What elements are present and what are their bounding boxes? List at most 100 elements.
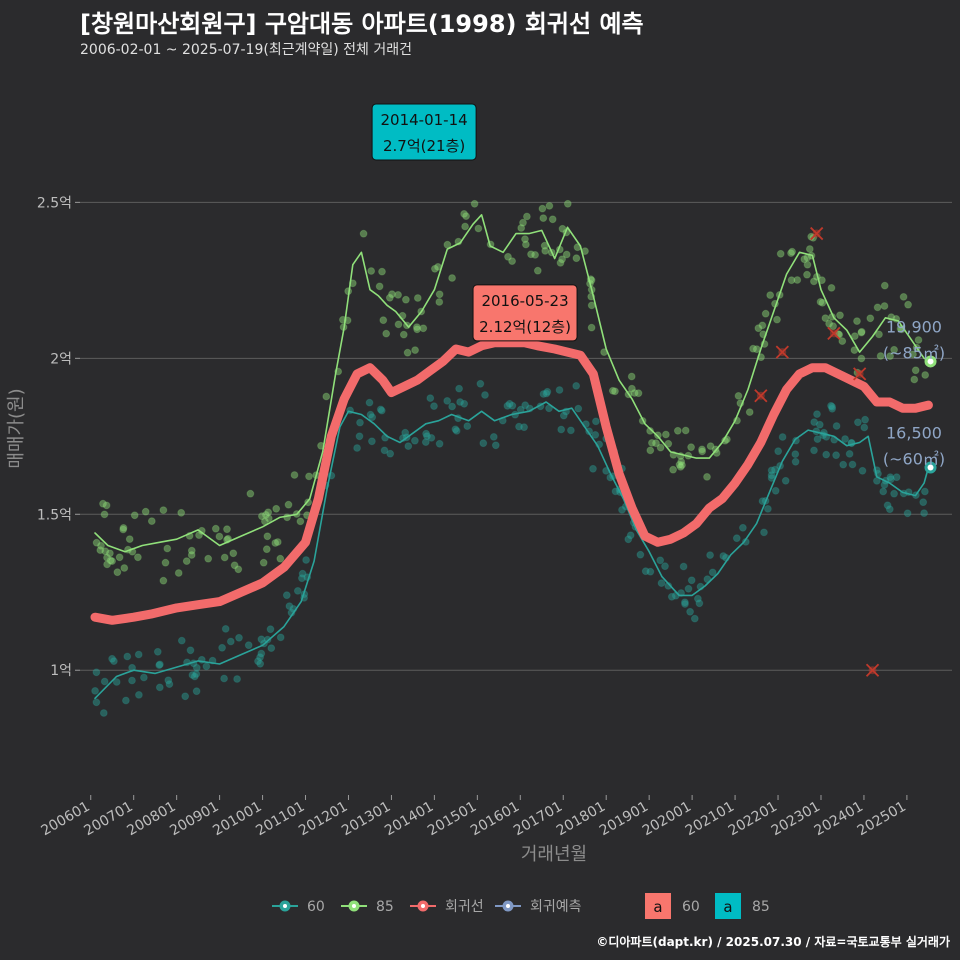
scatter-point-85 bbox=[793, 276, 802, 284]
scatter-point-85 bbox=[836, 311, 844, 320]
scatter-point-85 bbox=[787, 249, 795, 258]
scatter-point-60 bbox=[732, 534, 741, 543]
scatter-point-85 bbox=[698, 445, 706, 454]
scatter-point-85 bbox=[92, 538, 101, 547]
scatter-point-60 bbox=[123, 652, 132, 661]
scatter-point-60 bbox=[192, 663, 201, 672]
scatter-point-60 bbox=[858, 466, 867, 475]
scatter-point-85 bbox=[413, 323, 421, 332]
scatter-point-85 bbox=[818, 298, 827, 307]
scatter-point-60 bbox=[903, 509, 912, 518]
scatter-point-60 bbox=[589, 464, 597, 473]
scatter-point-60 bbox=[356, 418, 364, 427]
scatter-point-60 bbox=[404, 442, 413, 451]
scatter-point-60 bbox=[774, 447, 783, 456]
x-tick-label: 202001 bbox=[640, 799, 694, 840]
scatter-point-60 bbox=[380, 446, 389, 455]
scatter-point-60 bbox=[810, 446, 818, 455]
scatter-point-85 bbox=[174, 569, 183, 577]
scatter-point-85 bbox=[533, 266, 542, 275]
scatter-point-85 bbox=[587, 323, 596, 332]
scatter-point-85 bbox=[853, 317, 861, 326]
scatter-point-60 bbox=[256, 659, 265, 668]
scatter-point-85 bbox=[399, 330, 408, 339]
scatter-point-60 bbox=[181, 692, 190, 701]
scatter-point-60 bbox=[91, 687, 99, 695]
chart-title: [창원마산회원구] 구암대동 아파트(1998) 회귀선 예측 bbox=[80, 10, 644, 38]
callout-price: 2.12억(12층) bbox=[479, 318, 571, 336]
scatter-point-60 bbox=[233, 675, 242, 683]
scatter-point-60 bbox=[921, 487, 929, 496]
scatter-point-85 bbox=[119, 525, 128, 534]
grid-lines bbox=[80, 201, 952, 671]
scatter-point-85 bbox=[413, 325, 422, 334]
scatter-point-85 bbox=[706, 442, 715, 451]
series-lines bbox=[90, 214, 933, 700]
scatter-point-60 bbox=[815, 420, 824, 429]
scatter-point-85 bbox=[177, 508, 186, 517]
x-axis-title: 거래년월 bbox=[521, 844, 587, 865]
series-line-60 bbox=[94, 401, 930, 700]
scatter-point-85 bbox=[435, 298, 444, 306]
scatter-point-85 bbox=[461, 222, 470, 231]
scatter-point-60 bbox=[883, 501, 892, 510]
scatter-point-85 bbox=[147, 517, 156, 525]
scatter-point-85 bbox=[677, 457, 686, 466]
scatter-point-85 bbox=[262, 511, 270, 519]
scatter-point-60 bbox=[355, 432, 364, 441]
scatter-point-60 bbox=[694, 594, 702, 603]
scatter-point-85 bbox=[402, 295, 410, 304]
scatter-point-60 bbox=[235, 633, 243, 642]
scatter-point-85 bbox=[587, 301, 596, 310]
scatter-point-85 bbox=[262, 545, 271, 554]
scatter-point-85 bbox=[538, 204, 547, 213]
scatter-point-60 bbox=[520, 423, 528, 432]
scatter-point-60 bbox=[366, 410, 375, 419]
scatter-point-60 bbox=[192, 670, 201, 678]
legend-label: 회귀예측 bbox=[530, 899, 582, 915]
scatter-point-85 bbox=[234, 565, 243, 574]
scatter-point-60 bbox=[254, 657, 262, 666]
scatter-point-85 bbox=[527, 250, 535, 259]
scatter-point-60 bbox=[443, 397, 452, 405]
scatter-point-60 bbox=[848, 460, 857, 469]
scatter-point-60 bbox=[128, 676, 136, 685]
scatter-point-60 bbox=[186, 646, 195, 655]
scatter-point-60 bbox=[430, 402, 438, 411]
scatter-point-85 bbox=[758, 321, 767, 330]
scatter-point-60 bbox=[455, 384, 464, 393]
scatter-point-60 bbox=[679, 562, 688, 571]
scatter-point-60 bbox=[508, 401, 517, 410]
scatter-point-85 bbox=[681, 426, 690, 435]
scatter-point-85 bbox=[204, 554, 213, 563]
scatter-point-85 bbox=[676, 463, 685, 471]
scatter-point-60 bbox=[695, 599, 704, 608]
deal-scatter bbox=[91, 199, 930, 717]
scatter-point-85 bbox=[556, 259, 565, 267]
scatter-point-85 bbox=[134, 553, 142, 562]
series-line-회귀선 bbox=[90, 338, 933, 625]
scatter-point-85 bbox=[646, 446, 655, 455]
scatter-point-85 bbox=[163, 544, 172, 553]
scatter-point-85 bbox=[875, 330, 883, 339]
scatter-point-60 bbox=[667, 592, 676, 601]
scatter-point-85 bbox=[470, 199, 479, 208]
scatter-point-60 bbox=[760, 528, 768, 537]
x-tick-label: 202201 bbox=[726, 799, 780, 840]
scatter-point-85 bbox=[821, 314, 830, 323]
scatter-point-85 bbox=[776, 249, 785, 258]
scatter-point-85 bbox=[359, 229, 368, 238]
scatter-point-85 bbox=[100, 510, 109, 519]
scatter-point-60 bbox=[460, 399, 469, 408]
scatter-point-60 bbox=[542, 389, 551, 398]
scatter-point-60 bbox=[791, 450, 800, 459]
scatter-point-60 bbox=[365, 398, 374, 407]
scatter-point-60 bbox=[684, 584, 693, 593]
scatter-point-60 bbox=[681, 598, 689, 607]
scatter-point-85 bbox=[375, 282, 384, 291]
scatter-point-60 bbox=[681, 600, 689, 608]
scatter-point-85 bbox=[264, 514, 273, 523]
scatter-point-60 bbox=[153, 647, 162, 656]
scatter-point-60 bbox=[491, 441, 500, 450]
